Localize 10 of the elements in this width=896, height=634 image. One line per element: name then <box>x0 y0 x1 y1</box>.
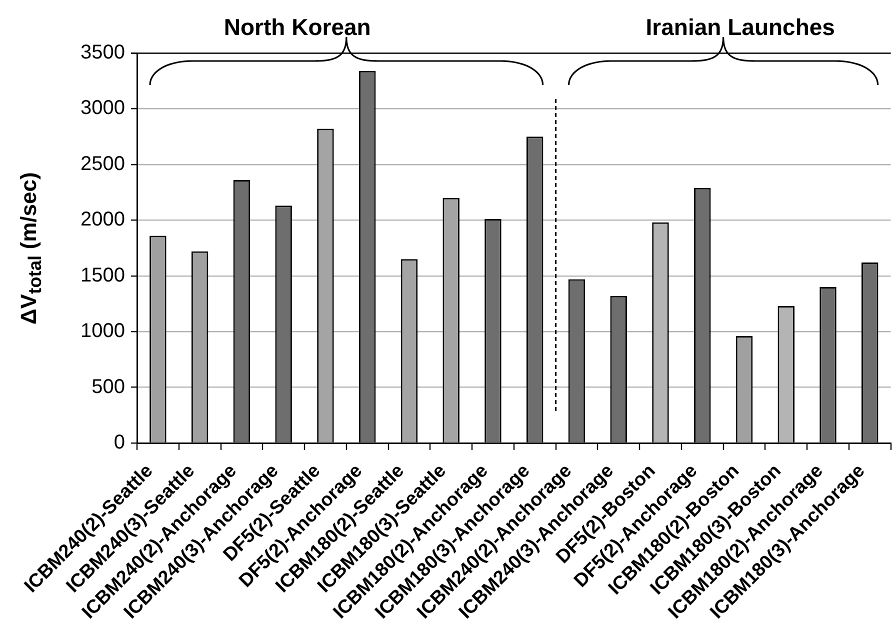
y-tick-label: 1000 <box>80 320 125 342</box>
y-tick-label: 500 <box>92 376 125 398</box>
y-tick-label: 1500 <box>80 264 125 286</box>
text: North Korean <box>224 14 371 40</box>
y-tick-label: 3000 <box>80 97 125 120</box>
y-tick-label: 0 <box>114 432 125 454</box>
y-tick-label: 3500 <box>80 42 125 64</box>
y-tick-label: 2000 <box>80 208 125 231</box>
y-tick-label: 2500 <box>80 152 125 175</box>
text: Iranian Launches <box>646 14 835 40</box>
